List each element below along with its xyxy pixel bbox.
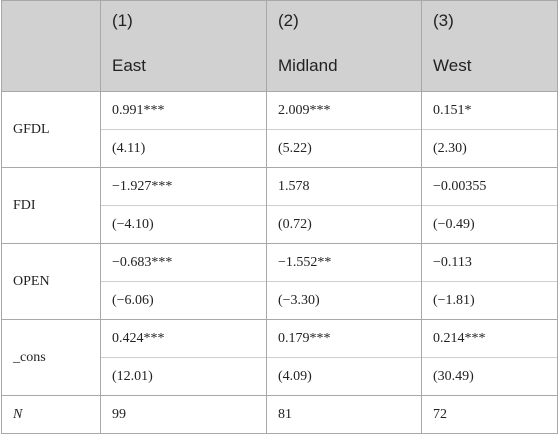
- table-row: N 99 81 72: [1, 395, 558, 434]
- table-row: (−6.06) (−3.30) (−1.81): [2, 281, 558, 320]
- stat-cell: (5.22): [266, 129, 422, 168]
- stat-cell: (12.01): [100, 357, 267, 396]
- column-region-west: West: [421, 40, 558, 92]
- stat-cell: (−6.06): [100, 281, 267, 320]
- row-label-fdi: FDI: [1, 167, 101, 244]
- table-row: _cons 0.424*** 0.179*** 0.214***: [1, 319, 558, 396]
- column-number-1: (1): [100, 0, 267, 40]
- table-row: (−4.10) (0.72) (−0.49): [2, 205, 558, 244]
- header-row-numbers: (1) (2) (3): [1, 0, 558, 92]
- column-number-3: (3): [421, 0, 558, 40]
- coef-cell: −0.00355: [421, 167, 558, 206]
- column-region-east: East: [100, 40, 267, 92]
- header-stub: [1, 0, 101, 92]
- coef-cell: 2.009***: [266, 91, 422, 130]
- stat-cell: (30.49): [421, 357, 558, 396]
- coef-cell: 1.578: [266, 167, 422, 206]
- coef-cell: −1.927***: [100, 167, 267, 206]
- coef-cell: 0.991***: [100, 91, 267, 130]
- column-region-midland: Midland: [266, 40, 422, 92]
- stat-cell: (−3.30): [266, 281, 422, 320]
- table-row: OPEN −0.683*** −1.552** −0.113: [1, 243, 558, 320]
- coef-cell: 0.424***: [100, 319, 267, 358]
- stat-cell: (4.11): [100, 129, 267, 168]
- stat-cell: (0.72): [266, 205, 422, 244]
- coef-cell: −0.113: [421, 243, 558, 282]
- stat-cell: (−4.10): [100, 205, 267, 244]
- coef-cell: 0.214***: [421, 319, 558, 358]
- stat-cell: (4.09): [266, 357, 422, 396]
- header-row-regions: East Midland West: [2, 40, 558, 92]
- row-label-n: N: [1, 395, 101, 434]
- column-number-2: (2): [266, 0, 422, 40]
- table-row: FDI −1.927*** 1.578 −0.00355: [1, 167, 558, 244]
- n-cell: 81: [266, 395, 422, 434]
- n-cell: 99: [100, 395, 267, 434]
- stat-cell: (2.30): [421, 129, 558, 168]
- table-row: (4.11) (5.22) (2.30): [2, 129, 558, 168]
- table-row: (12.01) (4.09) (30.49): [2, 357, 558, 396]
- coef-cell: −0.683***: [100, 243, 267, 282]
- row-label-open: OPEN: [1, 243, 101, 320]
- row-label-cons: _cons: [1, 319, 101, 396]
- coef-cell: 0.151*: [421, 91, 558, 130]
- table-row: GFDL 0.991*** 2.009*** 0.151*: [1, 91, 558, 168]
- n-cell: 72: [421, 395, 558, 434]
- coef-cell: 0.179***: [266, 319, 422, 358]
- stat-cell: (−1.81): [421, 281, 558, 320]
- row-label-gfdl: GFDL: [1, 91, 101, 168]
- stat-cell: (−0.49): [421, 205, 558, 244]
- coef-cell: −1.552**: [266, 243, 422, 282]
